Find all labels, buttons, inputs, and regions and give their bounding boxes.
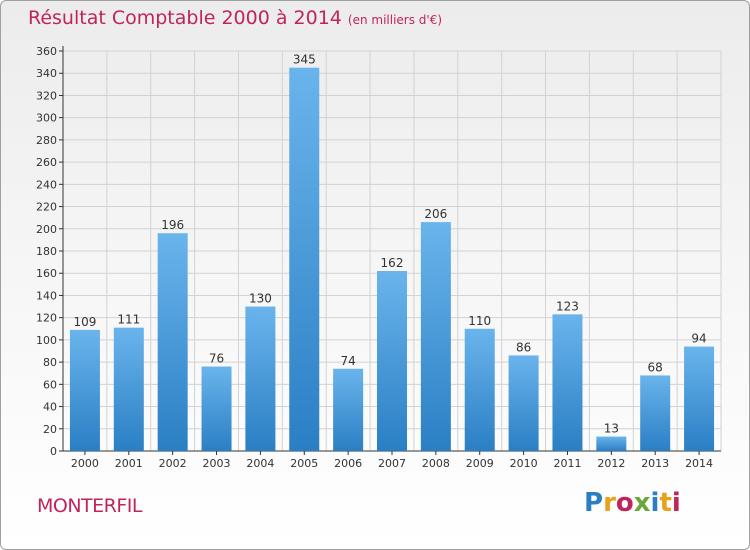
value-label: 110 (468, 314, 491, 328)
bar (684, 346, 715, 451)
value-label: 345 (293, 53, 316, 67)
chart-title: Résultat Comptable 2000 à 2014 (en millie… (28, 7, 443, 29)
y-tick-label: 220 (36, 201, 57, 214)
x-tick-label: 2006 (334, 457, 362, 470)
x-tick-label: 2014 (685, 457, 713, 470)
logo-letter: o (615, 488, 634, 518)
chart-subtitle: (en milliers d'€) (347, 13, 443, 27)
bar (289, 67, 320, 452)
value-label: 94 (691, 332, 706, 346)
y-tick-label: 120 (36, 312, 57, 325)
value-label: 86 (516, 340, 531, 354)
bar (377, 271, 407, 451)
value-label: 109 (73, 315, 96, 329)
bar (640, 375, 671, 451)
x-tick-label: 2008 (422, 457, 450, 470)
y-tick-label: 80 (43, 356, 57, 369)
value-label: 130 (249, 292, 272, 306)
bar (508, 355, 539, 451)
x-tick-label: 2011 (553, 457, 581, 470)
x-tick-label: 2010 (510, 457, 538, 470)
bar (464, 328, 495, 451)
logo-letter: i (671, 488, 681, 518)
value-label: 76 (209, 352, 224, 366)
value-label: 13 (604, 422, 619, 436)
y-tick-label: 300 (36, 112, 57, 125)
logo-letter: i (650, 488, 660, 518)
bar (420, 222, 451, 451)
y-tick-label: 260 (36, 156, 57, 169)
x-tick-label: 2000 (71, 457, 99, 470)
x-tick-label: 2009 (466, 457, 494, 470)
bar (69, 329, 100, 451)
y-tick-label: 0 (50, 445, 57, 458)
bar (596, 436, 627, 451)
value-label: 206 (424, 207, 447, 221)
x-tick-label: 2007 (378, 457, 406, 470)
proxiti-logo: Proxiti (584, 488, 681, 518)
x-tick-label: 2003 (203, 457, 231, 470)
value-label: 196 (161, 218, 184, 232)
y-tick-label: 100 (36, 334, 57, 347)
logo-letter: x (633, 488, 651, 518)
grid (63, 50, 722, 451)
y-tick-label: 320 (36, 89, 57, 102)
y-tick-label: 60 (43, 378, 57, 391)
y-tick-label: 280 (36, 134, 57, 147)
x-tick-label: 2012 (597, 457, 625, 470)
logo-letter: P (584, 488, 604, 518)
bar (113, 327, 144, 451)
x-tick-label: 2013 (641, 457, 669, 470)
bar (552, 314, 583, 451)
value-label: 111 (117, 313, 140, 327)
bar (333, 368, 364, 451)
value-label: 68 (648, 360, 663, 374)
y-tick-label: 200 (36, 223, 57, 236)
logo-letter: r (603, 488, 616, 518)
city-name: MONTERFIL (37, 495, 143, 517)
logo-letter: t (659, 488, 672, 518)
value-label: 123 (556, 299, 579, 313)
y-tick-label: 340 (36, 67, 57, 80)
bar (201, 366, 232, 451)
x-tick-label: 2005 (290, 457, 318, 470)
x-tick-label: 2004 (246, 457, 274, 470)
y-tick-label: 240 (36, 178, 57, 191)
x-tick-label: 2002 (159, 457, 187, 470)
value-label: 74 (340, 354, 355, 368)
y-tick-label: 20 (43, 423, 57, 436)
y-tick-label: 160 (36, 267, 57, 280)
bars (69, 67, 715, 452)
value-label: 162 (381, 256, 404, 270)
bar (157, 233, 188, 451)
y-tick-label: 360 (36, 45, 57, 58)
y-tick-label: 40 (43, 401, 57, 414)
labels: 0 20 40 60 80 100 120 140 160 180 200 220 240 260 280 3… (36, 45, 713, 470)
y-tick-label: 180 (36, 245, 57, 258)
x-tick-label: 2001 (115, 457, 143, 470)
bar (245, 306, 276, 451)
y-tick-label: 140 (36, 289, 57, 302)
